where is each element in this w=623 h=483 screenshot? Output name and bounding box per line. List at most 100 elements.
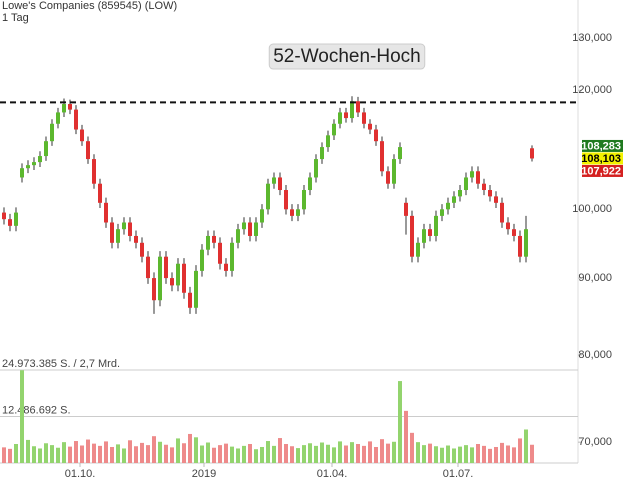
annotation: 52-Wochen-Hoch — [273, 46, 421, 67]
candle-body — [62, 104, 66, 113]
volume-bar — [530, 444, 534, 463]
candle-body — [422, 229, 426, 243]
volume-tick-label: 24.973.385 S. / 2,7 Mrd. — [2, 358, 120, 370]
x-tick-label: 2019 — [192, 468, 216, 480]
volume-bar — [14, 444, 18, 463]
candle-body — [326, 135, 330, 148]
x-tick-label: 01.07. — [443, 468, 474, 480]
candle-body — [368, 123, 372, 130]
x-tick-label: 01.10. — [65, 468, 96, 480]
candle-body — [104, 202, 108, 223]
volume-bar — [56, 447, 60, 463]
volume-bar — [446, 445, 450, 463]
volume-bar — [380, 439, 384, 463]
candle-body — [386, 171, 390, 184]
price-marker-label: 108,103 — [581, 153, 621, 165]
candle-body — [2, 212, 6, 220]
candle-body — [524, 229, 528, 257]
candle-body — [170, 278, 174, 286]
candle-body — [86, 141, 90, 160]
candle-body — [188, 292, 192, 308]
volume-bar — [230, 446, 234, 463]
candle-body — [464, 177, 468, 191]
candle-body — [32, 162, 36, 166]
volume-bar — [32, 446, 36, 463]
volume-bar — [116, 444, 120, 463]
candle-body — [218, 242, 222, 264]
volume-bar — [512, 447, 516, 463]
volume-bar — [320, 442, 324, 463]
candle-body — [182, 263, 186, 293]
volume-bar — [482, 445, 486, 463]
volume-bar — [344, 445, 348, 463]
candle-body — [50, 123, 54, 142]
candle-body — [506, 222, 510, 230]
candle-body — [128, 222, 132, 236]
candle-body — [80, 129, 84, 142]
volume-bar — [434, 446, 438, 463]
volume-bar — [128, 440, 132, 463]
volume-bar — [200, 445, 204, 463]
candle-body — [224, 263, 228, 271]
candle-body — [356, 101, 360, 113]
candle-body — [290, 209, 294, 216]
candle-body — [176, 263, 180, 286]
candle-body — [158, 256, 162, 301]
candle-body — [56, 112, 60, 124]
candle-body — [428, 229, 432, 236]
price-marker — [582, 139, 623, 152]
candle-body — [302, 190, 306, 210]
candle-body — [434, 215, 438, 236]
volume-bar — [110, 446, 114, 463]
candle-body — [122, 222, 126, 230]
candle-body — [296, 209, 300, 216]
volume-bar — [272, 445, 276, 463]
volume-bar — [392, 441, 396, 463]
volume-bar — [248, 444, 252, 463]
candle-body — [152, 278, 156, 301]
candle-body — [8, 219, 12, 226]
candle-body — [260, 209, 264, 223]
volume-bar — [146, 445, 150, 463]
volume-bar — [374, 446, 378, 463]
volume-bar — [428, 443, 432, 463]
candle-body — [236, 229, 240, 243]
candle-body — [116, 229, 120, 243]
candle-body — [350, 101, 354, 119]
volume-bar — [8, 448, 12, 463]
candle-body — [470, 171, 474, 178]
candle-body — [320, 147, 324, 160]
volume-bar — [470, 447, 474, 463]
volume-bar — [164, 444, 168, 463]
volume-bar — [332, 447, 336, 463]
volume-bar — [20, 370, 24, 463]
volume-bar — [350, 442, 354, 463]
volume-bar — [44, 443, 48, 463]
volume-bar — [80, 445, 84, 463]
candle-body — [458, 190, 462, 197]
y-tick-label: 100,000 — [572, 203, 612, 215]
chart-subtitle: 1 Tag — [2, 12, 29, 24]
volume-bar — [176, 438, 180, 463]
candle-body — [404, 202, 408, 216]
volume-bar — [140, 442, 144, 463]
price-marker — [582, 164, 623, 177]
volume-bar — [152, 436, 156, 463]
volume-bar — [440, 447, 444, 463]
volume-bar — [302, 445, 306, 463]
volume-bar — [50, 445, 54, 463]
y-tick-label: 90,000 — [578, 272, 612, 284]
candle-body — [284, 190, 288, 210]
volume-bar — [416, 442, 420, 463]
candle-body — [194, 270, 198, 308]
candle-body — [164, 256, 168, 279]
volume-bar — [26, 439, 30, 463]
volume-bar — [236, 448, 240, 463]
annotation-box — [268, 43, 426, 70]
volume-bar — [500, 442, 504, 463]
volume-bar — [278, 438, 282, 463]
candle-body — [344, 112, 348, 119]
volume-bar — [194, 437, 198, 463]
volume-bar — [314, 445, 318, 463]
